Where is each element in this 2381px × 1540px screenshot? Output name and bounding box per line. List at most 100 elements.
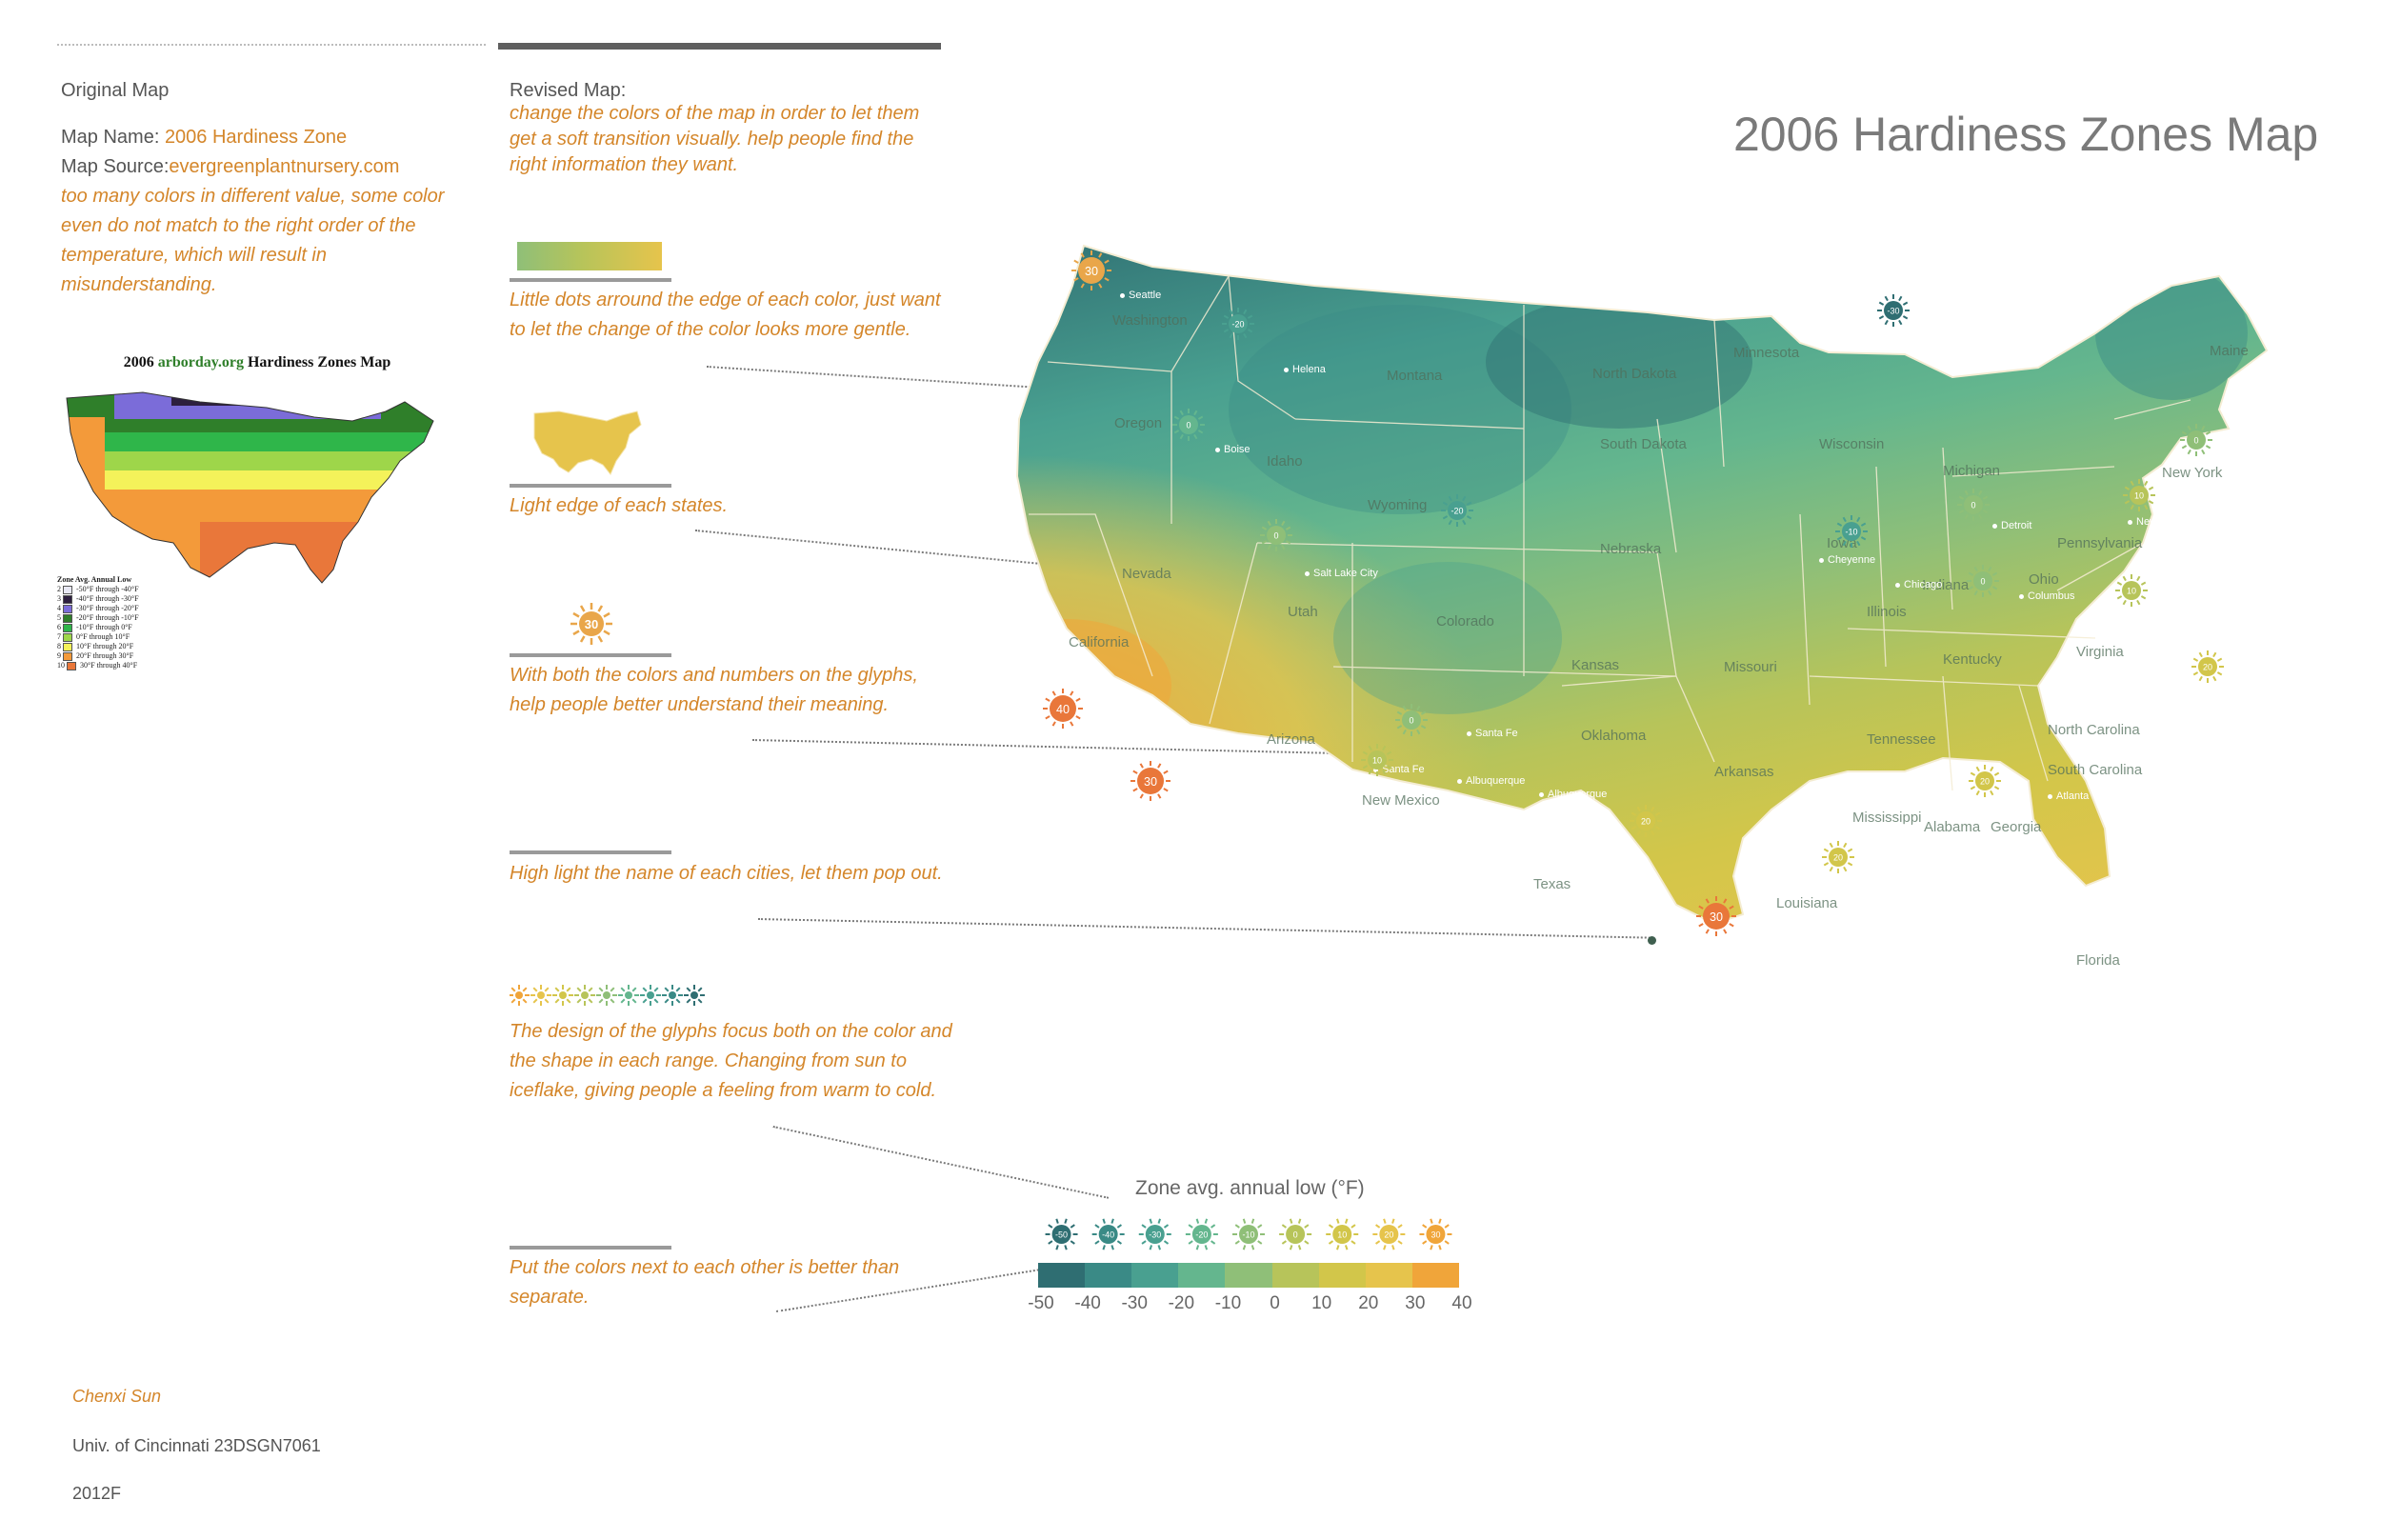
zone-glyph	[530, 985, 551, 1006]
legend-tick-label: 40	[1451, 1293, 1472, 1313]
legend-tick-label: -50	[1028, 1293, 1054, 1313]
sun-ray	[572, 611, 580, 618]
glyph-ray	[1116, 1224, 1123, 1229]
glyph-core	[1286, 1225, 1306, 1244]
glyph-core	[1426, 1225, 1446, 1244]
glyph-ray	[1351, 1224, 1356, 1229]
glyph-ray	[1064, 1245, 1068, 1250]
glyph-ray	[1374, 1224, 1381, 1229]
legend: Zone avg. annual low (°F) -50 -40 -30 -20 -1…	[1028, 1177, 1476, 1330]
legend-glyph-label: -40	[1102, 1230, 1114, 1240]
zone-glyph: 0	[1279, 1218, 1312, 1250]
glyph-ray	[1094, 1224, 1100, 1229]
glyph-ray	[1281, 1224, 1287, 1229]
glyph-ray	[642, 987, 648, 992]
sun-glyph-sample: 30	[570, 603, 612, 645]
glyph-ray	[1336, 1218, 1340, 1224]
legend-swatch	[1411, 1263, 1459, 1288]
note-2-text: Light edge of each states.	[510, 495, 729, 516]
map-source-label: Map Source:	[61, 156, 170, 177]
zone-glyph	[574, 985, 595, 1006]
legend-swatch	[1271, 1263, 1319, 1288]
glyph-ray	[1116, 1240, 1123, 1245]
glyph-ray	[664, 998, 670, 1004]
zone-glyph: 20	[1372, 1218, 1406, 1250]
glyph-ray	[522, 998, 528, 1004]
glyph-ray	[675, 998, 681, 1004]
zone-glyph: -30	[1138, 1218, 1171, 1250]
glyph-ray	[1157, 1218, 1161, 1224]
glyph-ray	[588, 987, 593, 992]
glyph-ray	[544, 987, 550, 992]
gradient-swatch-sample	[517, 242, 662, 270]
glyph-ray	[1374, 1240, 1381, 1245]
author-name: Chenxi Sun	[72, 1387, 162, 1406]
glyph-ray	[1344, 1218, 1349, 1224]
glyph-ray	[631, 987, 637, 992]
legend-swatch	[1318, 1263, 1366, 1288]
glyph-ray	[522, 987, 528, 992]
thumbnail-legend-zone: 9	[57, 651, 61, 660]
course-name: Univ. of Cincinnati 23DSGN7061	[72, 1436, 321, 1455]
legend-glyph-label: 30	[1431, 1230, 1440, 1240]
glyph-ray	[1188, 1240, 1193, 1245]
sun-ray	[597, 635, 604, 643]
glyph-ray	[1141, 1224, 1147, 1229]
note-3-rule	[510, 653, 671, 657]
light-edge-sample-map	[533, 410, 642, 475]
glyph-ray	[1163, 1240, 1170, 1245]
glyph-ray	[1204, 1218, 1209, 1224]
thumbnail-legend-row: 7 0°F through 10°F	[57, 632, 139, 642]
legend-swatch	[1085, 1263, 1132, 1288]
note-5-text: The design of the glyphs focus both on t…	[510, 1021, 952, 1101]
note-6-text: Put the colors next to each other is bet…	[510, 1257, 900, 1308]
glyph-ray	[1257, 1224, 1263, 1229]
glyph-core	[603, 991, 610, 999]
glyph-ray	[1438, 1245, 1442, 1250]
legend-tick-label: -20	[1168, 1293, 1195, 1313]
glyph-ray	[1195, 1245, 1200, 1250]
legend-glyph-row: -50 -40 -30 -20 -10 0 10 20 30	[1045, 1218, 1452, 1250]
sun-ray	[603, 630, 610, 636]
glyph-ray	[1383, 1245, 1387, 1250]
map-name-label: Map Name:	[61, 127, 165, 148]
glyph-ray	[653, 987, 659, 992]
thumbnail-legend: Zone Avg. Annual Low 2 -50°F through -40°…	[57, 575, 139, 670]
thumbnail-legend-range: -10°F through 0°F	[76, 623, 132, 631]
glyph-ray	[1328, 1224, 1334, 1229]
sun-ray	[579, 605, 586, 612]
thumbnail-legend-zone: 10	[57, 661, 65, 670]
glyph-ray	[1188, 1224, 1193, 1229]
thumbnail-legend-row: 3 -40°F through -30°F	[57, 594, 139, 604]
glyph-core	[1145, 1225, 1165, 1244]
thumbnail-legend-zone: 5	[57, 613, 61, 622]
glyph-ray	[686, 998, 691, 1004]
glyph-ray	[1304, 1240, 1310, 1245]
note-2-rule	[510, 484, 671, 488]
glyph-ray	[566, 987, 571, 992]
note-1-text: Little dots arround the edge of each col…	[510, 290, 941, 340]
legend-swatch	[1038, 1263, 1086, 1288]
glyph-ray	[1055, 1218, 1059, 1224]
zone-glyph	[684, 985, 705, 1006]
legend-swatch	[1178, 1263, 1226, 1288]
map-source-value[interactable]: evergreenplantnursery.com	[169, 156, 400, 177]
thumbnail-legend-row: 8 10°F through 20°F	[57, 642, 139, 651]
thumbnail-legend-range: -40°F through -30°F	[76, 594, 139, 603]
sun-ray	[579, 635, 586, 643]
thumbnail-legend-swatch	[63, 585, 72, 594]
glyph-ray	[1297, 1218, 1302, 1224]
thumbnail-legend-range: -20°F through -10°F	[76, 613, 139, 622]
glyph-ray	[566, 998, 571, 1004]
glyph-ray	[631, 998, 637, 1004]
thumbnail-legend-swatch	[63, 604, 72, 613]
thumbnail-legend-swatch	[63, 642, 72, 651]
glyph-ray	[1281, 1240, 1287, 1245]
zone-glyph	[662, 985, 683, 1006]
thumbnail-legend-swatch	[63, 613, 72, 623]
zone-glyph: -20	[1185, 1218, 1218, 1250]
glyph-core	[1098, 1225, 1118, 1244]
glyph-ray	[1422, 1224, 1428, 1229]
glyph-ray	[1048, 1240, 1053, 1245]
glyph-ray	[1110, 1245, 1114, 1250]
